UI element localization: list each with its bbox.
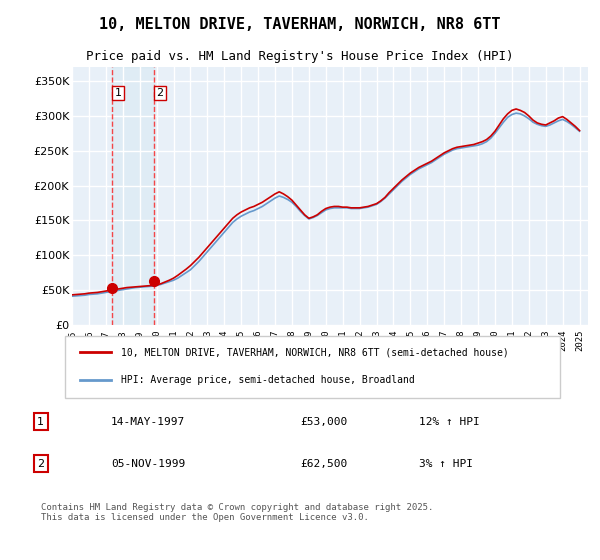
- Text: 12% ↑ HPI: 12% ↑ HPI: [419, 417, 479, 427]
- Text: £62,500: £62,500: [300, 459, 347, 469]
- Text: 1: 1: [115, 88, 122, 98]
- Text: 05-NOV-1999: 05-NOV-1999: [111, 459, 185, 469]
- Bar: [112, 67, 154, 325]
- Text: 10, MELTON DRIVE, TAVERHAM, NORWICH, NR8 6TT (semi-detached house): 10, MELTON DRIVE, TAVERHAM, NORWICH, NR8…: [121, 347, 509, 357]
- Text: 10, MELTON DRIVE, TAVERHAM, NORWICH, NR8 6TT: 10, MELTON DRIVE, TAVERHAM, NORWICH, NR8…: [99, 17, 501, 32]
- Text: HPI: Average price, semi-detached house, Broadland: HPI: Average price, semi-detached house,…: [121, 375, 415, 385]
- Text: 2: 2: [37, 459, 44, 469]
- Text: Contains HM Land Registry data © Crown copyright and database right 2025.
This d: Contains HM Land Registry data © Crown c…: [41, 503, 433, 522]
- Text: 14-MAY-1997: 14-MAY-1997: [111, 417, 185, 427]
- Text: 3% ↑ HPI: 3% ↑ HPI: [419, 459, 473, 469]
- Text: 1: 1: [37, 417, 44, 427]
- Text: £53,000: £53,000: [300, 417, 347, 427]
- Text: 2: 2: [157, 88, 164, 98]
- Text: Price paid vs. HM Land Registry's House Price Index (HPI): Price paid vs. HM Land Registry's House …: [86, 50, 514, 63]
- FancyBboxPatch shape: [65, 336, 560, 398]
